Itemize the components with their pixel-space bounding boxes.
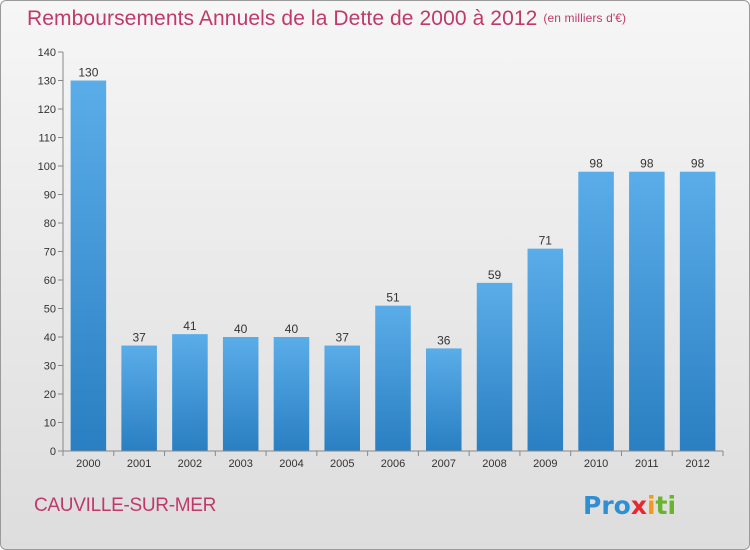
x-tick-label: 2001 bbox=[127, 458, 151, 470]
chart-title: Remboursements Annuels de la Dette de 20… bbox=[27, 7, 626, 31]
bar-2006 bbox=[375, 305, 411, 451]
x-tick-label: 2000 bbox=[76, 458, 100, 470]
y-tick-label: 60 bbox=[44, 275, 56, 287]
bar-2010 bbox=[578, 171, 614, 451]
logo-part-3: i bbox=[646, 491, 656, 520]
bar-value-label: 98 bbox=[691, 157, 705, 171]
bar-2011 bbox=[629, 171, 665, 451]
y-tick-label: 50 bbox=[44, 304, 56, 316]
commune-name: CAUVILLE-SUR-MER bbox=[34, 495, 217, 516]
x-tick-label: 2012 bbox=[685, 458, 709, 470]
x-tick-label: 2004 bbox=[279, 458, 303, 470]
bar-2005 bbox=[324, 345, 360, 451]
bar-2002 bbox=[172, 334, 208, 451]
x-tick-label: 2002 bbox=[178, 458, 202, 470]
y-tick-label: 130 bbox=[38, 76, 56, 88]
bar-value-label: 130 bbox=[78, 66, 98, 80]
bar-value-label: 59 bbox=[488, 268, 502, 282]
y-tick-label: 140 bbox=[38, 47, 56, 59]
y-tick-label: 0 bbox=[50, 446, 56, 458]
bar-value-label: 41 bbox=[183, 319, 197, 333]
y-tick-label: 20 bbox=[44, 389, 56, 401]
logo-part-2: x bbox=[630, 491, 647, 520]
bar-2007 bbox=[426, 348, 462, 451]
bar-value-label: 98 bbox=[640, 157, 654, 171]
x-tick-label: 2009 bbox=[533, 458, 557, 470]
bar-2001 bbox=[121, 345, 157, 451]
bar-2008 bbox=[476, 282, 513, 451]
bar-2003 bbox=[222, 337, 259, 451]
chart-subtitle: (en milliers d'€) bbox=[543, 11, 627, 25]
y-tick-label: 30 bbox=[44, 361, 56, 373]
bar-2012 bbox=[679, 171, 716, 451]
x-tick-label: 2008 bbox=[482, 458, 506, 470]
x-tick-label: 2011 bbox=[635, 458, 659, 470]
logo-part-1: Pro bbox=[583, 491, 631, 520]
bar-value-label: 36 bbox=[437, 333, 451, 347]
chart-title-text: Remboursements Annuels de la Dette de 20… bbox=[27, 7, 538, 30]
bar-2009 bbox=[527, 248, 564, 451]
x-tick-label: 2006 bbox=[381, 458, 405, 470]
bar-value-label: 37 bbox=[132, 331, 146, 345]
bar-2000 bbox=[70, 80, 107, 451]
x-tick-label: 2005 bbox=[330, 458, 354, 470]
x-tick-label: 2010 bbox=[584, 458, 608, 470]
y-tick-label: 70 bbox=[44, 247, 56, 259]
bar-value-label: 37 bbox=[336, 331, 350, 345]
y-tick-label: 40 bbox=[44, 332, 56, 344]
y-tick-label: 120 bbox=[38, 104, 56, 116]
y-tick-label: 110 bbox=[38, 133, 56, 145]
bar-value-label: 51 bbox=[386, 291, 400, 305]
bar-2004 bbox=[273, 337, 310, 451]
y-tick-label: 90 bbox=[44, 190, 56, 202]
y-tick-label: 80 bbox=[44, 218, 56, 230]
logo-part-4: ti bbox=[655, 491, 677, 520]
x-tick-label: 2003 bbox=[228, 458, 252, 470]
y-tick-label: 100 bbox=[38, 161, 56, 173]
y-tick-label: 10 bbox=[44, 418, 56, 430]
bar-value-label: 71 bbox=[539, 234, 553, 248]
bar-value-label: 98 bbox=[589, 157, 603, 171]
bar-value-label: 40 bbox=[285, 322, 299, 336]
axes-group: 2000 2001 2002 2003 2004 2005 2006 2007 2008 2009… bbox=[38, 47, 724, 470]
bar-value-label: 40 bbox=[234, 322, 248, 336]
proxiti-logo: Proxiti bbox=[583, 491, 676, 520]
bars-group: 130 37 41 40 40 37 51 36 59 71 98 98 98 bbox=[70, 66, 716, 451]
x-tick-label: 2007 bbox=[432, 458, 456, 470]
